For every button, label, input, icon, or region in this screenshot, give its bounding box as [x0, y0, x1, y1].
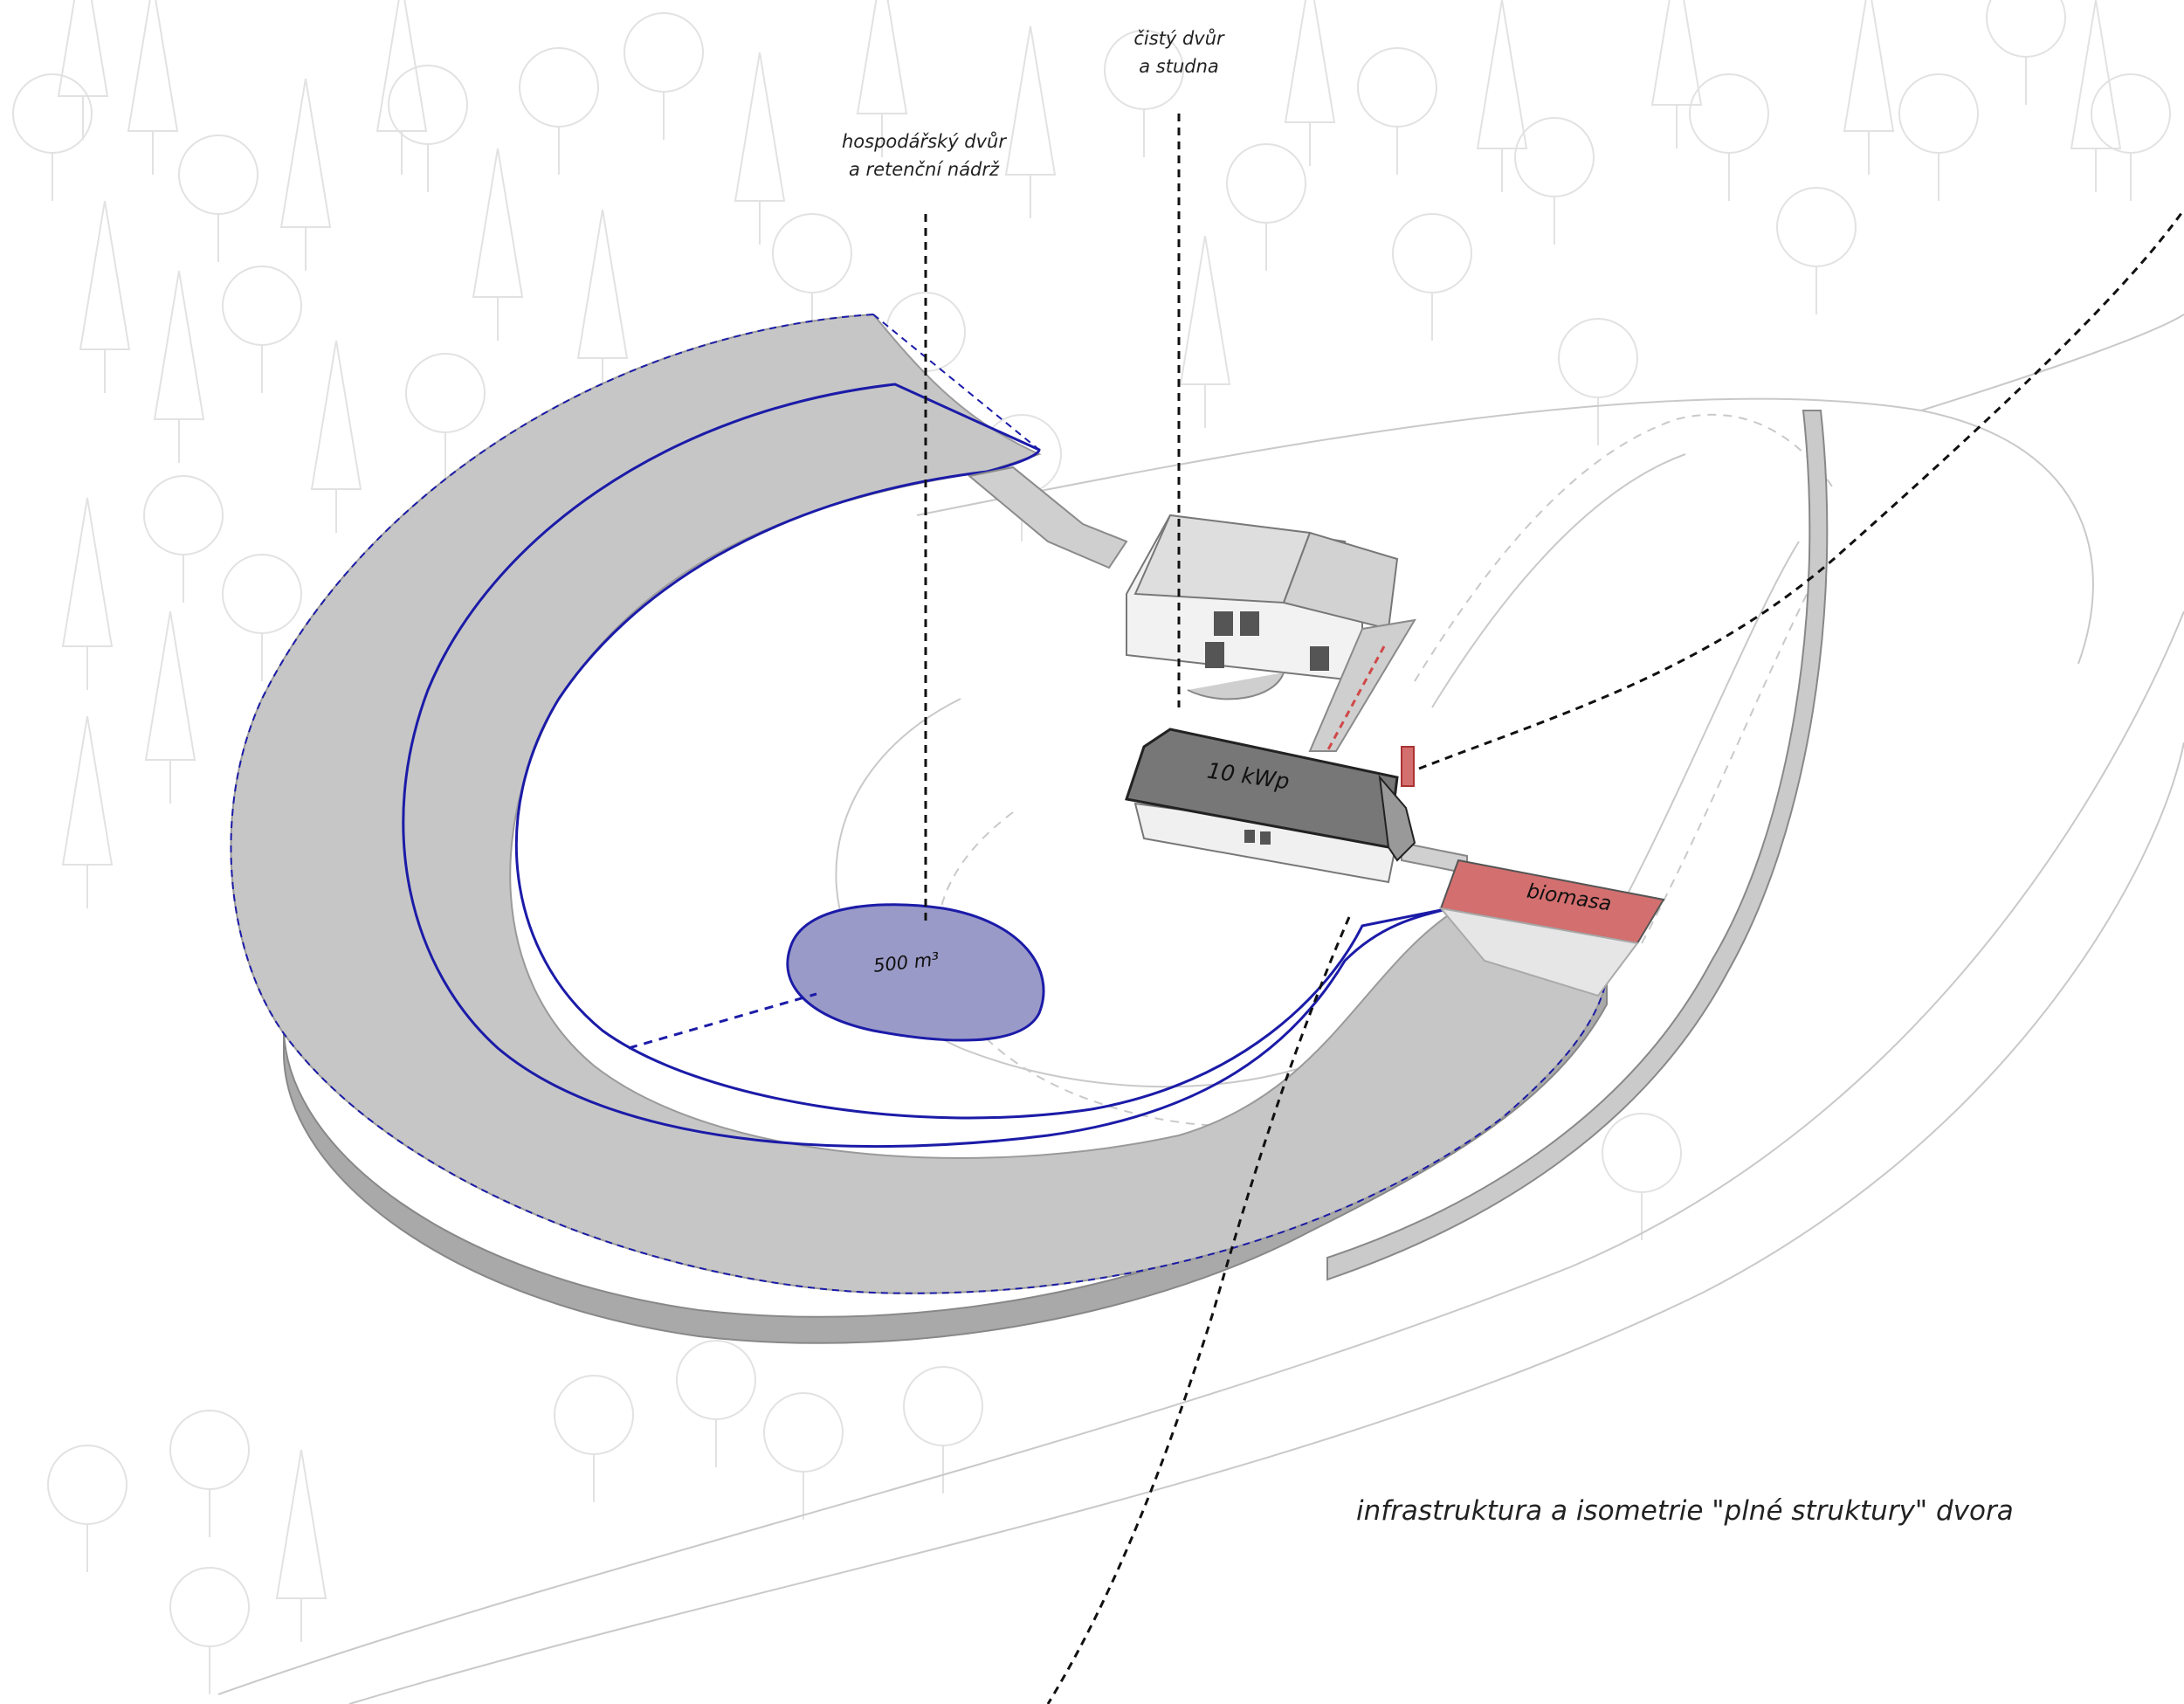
tree-deciduous-icon [143, 475, 224, 604]
clean-yard-label: čistý dvůr a studna [1092, 24, 1266, 80]
tree-deciduous-icon [1357, 47, 1437, 176]
tree-deciduous-icon [519, 47, 599, 176]
tree-deciduous-icon [169, 1567, 250, 1695]
tree-conifer-icon [577, 209, 628, 403]
clean-yard-label-line2: a studna [1139, 56, 1219, 77]
horseshoe-wall [283, 977, 1608, 1344]
tree-deciduous-icon [1602, 1113, 1682, 1241]
tree-conifer-icon [79, 200, 130, 394]
farmyard-inner-outline [402, 383, 1450, 1149]
tree-deciduous-icon [1226, 143, 1306, 272]
farmyard-label-line1: hospodářský dvůr [841, 131, 1006, 152]
tree-conifer-icon [1477, 0, 1527, 193]
tree-conifer-icon [1285, 0, 1335, 167]
tree-conifer-icon [58, 0, 108, 141]
tree-deciduous-icon [1986, 0, 2066, 106]
tree-deciduous-icon [1558, 318, 1638, 446]
tree-conifer-icon [311, 340, 362, 534]
tree-conifer-icon [145, 611, 196, 804]
farmyard-label: hospodářský dvůr a retenční nádrž [828, 128, 1020, 183]
tree-conifer-icon [1651, 0, 1702, 149]
farmyard-outer-outline [230, 314, 1608, 1294]
tree-deciduous-icon [1392, 213, 1472, 341]
walkway-north [967, 466, 1128, 569]
tree-deciduous-icon [2091, 73, 2171, 202]
tree-conifer-icon [154, 270, 204, 464]
leader-lines [924, 114, 2184, 1704]
walkway-east [1308, 618, 1416, 752]
tree-deciduous-icon [178, 135, 258, 263]
tree-conifer-icon [472, 148, 523, 341]
perimeter-wall-east [1326, 410, 1829, 1281]
tree-deciduous-icon [1776, 187, 1857, 315]
tree-deciduous-icon [169, 1410, 250, 1538]
tree-conifer-icon [280, 78, 331, 272]
tree-conifer-icon [376, 0, 427, 176]
tree-deciduous-icon [1898, 73, 1979, 202]
tree-conifer-icon [62, 497, 113, 691]
tree-conifer-icon [1180, 235, 1230, 429]
tree-deciduous-icon [388, 65, 468, 193]
farmyard-label-line2: a retenční nádrž [848, 159, 1000, 180]
tree-conifer-icon [734, 52, 785, 245]
tree-conifer-icon [62, 715, 113, 909]
tree-deciduous-icon [1689, 73, 1769, 202]
tree-conifer-icon [276, 1449, 327, 1643]
retention-pond [786, 903, 1045, 1042]
tree-conifer-icon [127, 0, 178, 176]
solar-barn [1125, 728, 1416, 884]
tree-deciduous-icon [763, 1392, 844, 1521]
tree-deciduous-icon [12, 73, 93, 202]
tree-conifer-icon [1843, 0, 1894, 176]
diagram-caption: infrastruktura a isometrie "plné struktu… [1356, 1495, 2014, 1527]
tree-deciduous-icon [554, 1375, 634, 1503]
tree-deciduous-icon [1514, 117, 1595, 245]
tree-conifer-icon [1005, 25, 1056, 219]
tree-deciduous-icon [624, 12, 704, 141]
tree-deciduous-icon [676, 1340, 756, 1468]
clean-yard-label-line1: čistý dvůr [1133, 28, 1224, 49]
tree-deciduous-icon [222, 266, 302, 394]
tree-deciduous-icon [47, 1445, 127, 1573]
